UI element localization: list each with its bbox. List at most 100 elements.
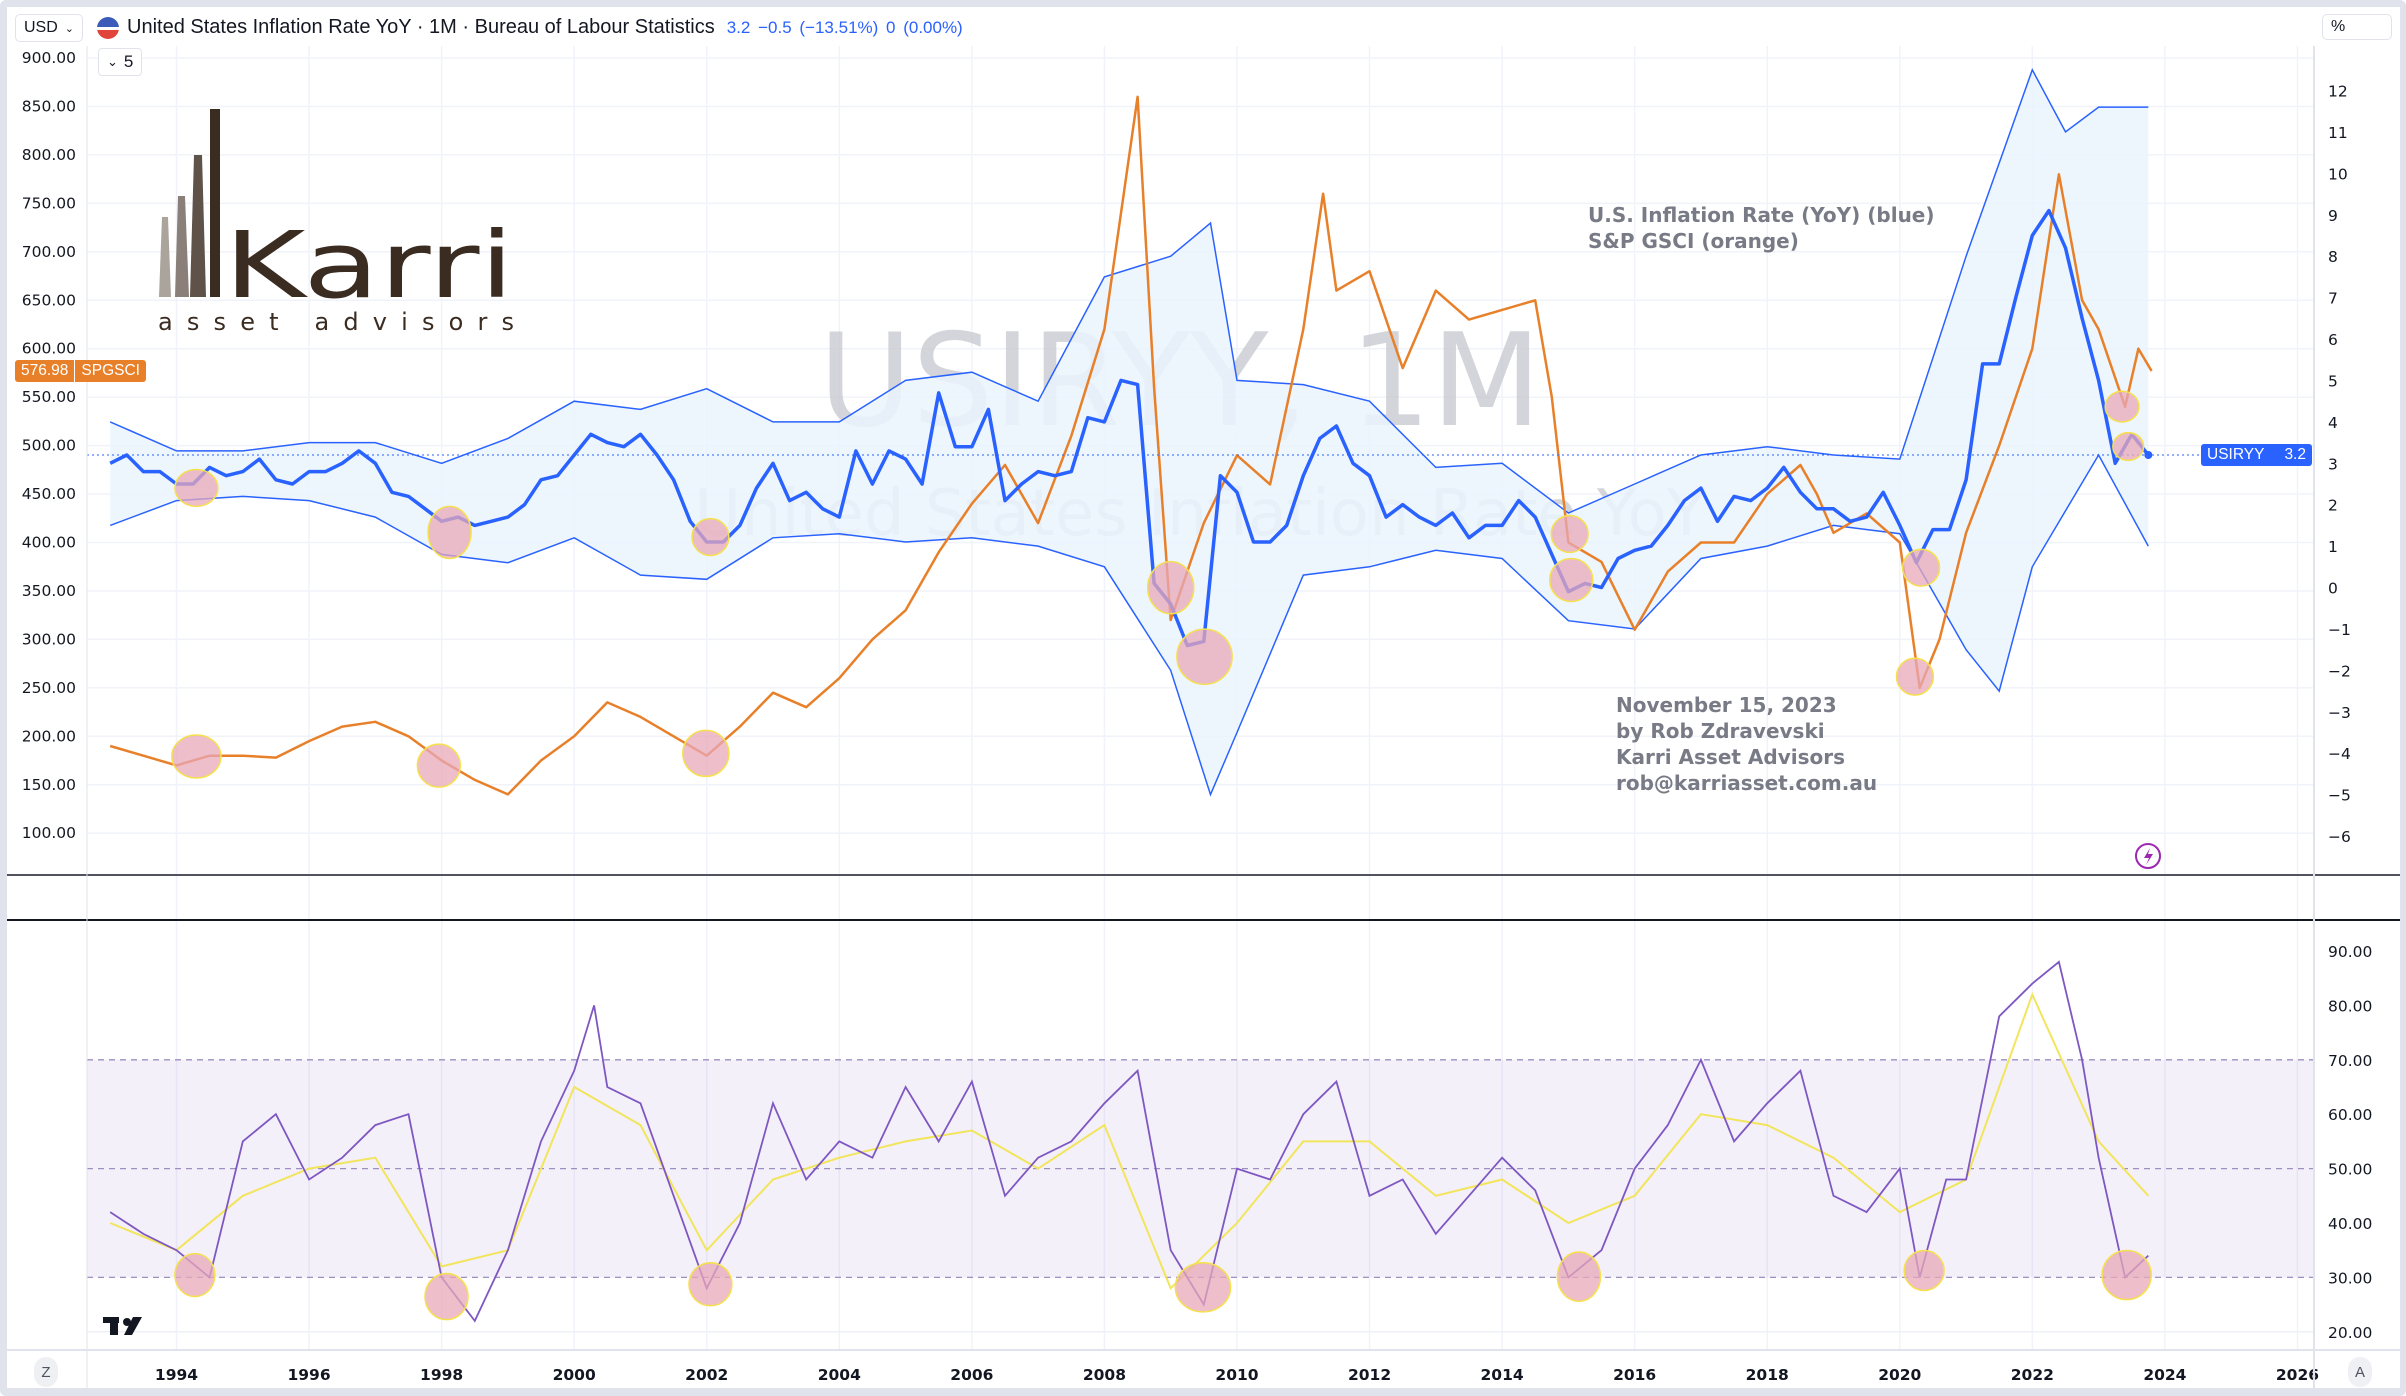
x-tick-label: 2008 xyxy=(1083,1366,1126,1384)
highlight-ellipse xyxy=(174,1252,216,1298)
right-tick-label: 0 xyxy=(2328,580,2338,598)
us-flag-icon xyxy=(97,16,119,39)
credit-note: November 15, 2023 by Rob Zdravevski Karr… xyxy=(1616,693,1877,795)
logo-brand: Karri xyxy=(224,212,514,319)
zoom-label: Z xyxy=(41,1363,51,1381)
right-tick-label: −4 xyxy=(2328,745,2351,763)
x-tick-label: 2012 xyxy=(1348,1366,1391,1384)
collapse-indicators-button[interactable]: ⌄ 5 xyxy=(98,48,143,76)
left-tick-label: 350.00 xyxy=(22,582,76,600)
currency-label: USD xyxy=(24,19,58,36)
x-tick-label: 1996 xyxy=(287,1366,330,1384)
highlight-ellipse xyxy=(174,468,219,508)
rsi-tick-label: 90.00 xyxy=(2328,943,2372,961)
highlight-ellipse xyxy=(2112,431,2145,462)
left-tick-label: 400.00 xyxy=(22,534,76,552)
credit-line: November 15, 2023 xyxy=(1616,693,1837,717)
right-tick-label: −5 xyxy=(2328,787,2351,805)
highlight-ellipse xyxy=(416,743,462,788)
right-tick-label: 7 xyxy=(2328,290,2338,308)
right-tick-label: −1 xyxy=(2328,621,2351,639)
lower-band-line xyxy=(109,453,2149,797)
left-tick-label: 750.00 xyxy=(22,194,76,212)
karri-logo: Karri asset advisors xyxy=(158,109,514,336)
x-tick-label: 1998 xyxy=(420,1366,463,1384)
highlight-ellipse xyxy=(1556,1251,1602,1302)
lightning-alert-icon[interactable] xyxy=(2135,843,2161,869)
right-tick-label: 11 xyxy=(2328,124,2348,142)
chevron-down-icon: ⌄ xyxy=(107,54,118,69)
right-tick-label: 8 xyxy=(2328,248,2338,266)
x-tick-label: 2000 xyxy=(553,1366,596,1384)
x-tick-label: 2026 xyxy=(2276,1366,2319,1384)
series-title: United States Inflation Rate YoY · 1M · … xyxy=(127,16,715,38)
right-tick-label: −3 xyxy=(2328,704,2351,722)
auto-scale-button[interactable]: A xyxy=(2348,1357,2372,1387)
highlight-ellipse xyxy=(1548,557,1594,603)
right-tick-label: 2 xyxy=(2328,497,2338,515)
left-tick-label: 300.00 xyxy=(22,630,76,648)
auto-scale-label: A xyxy=(2354,1363,2365,1381)
usiryy-value: 3.2 xyxy=(2284,446,2306,463)
rsi-tick-label: 20.00 xyxy=(2328,1324,2372,1342)
usiryy-price-tag: USIRYY 3.2 xyxy=(2201,444,2312,466)
right-tick-label: −6 xyxy=(2328,828,2351,846)
x-tick-label: 2006 xyxy=(950,1366,993,1384)
left-tick-label: 200.00 xyxy=(22,727,76,745)
highlight-ellipse xyxy=(2104,390,2140,423)
spgsci-price: 576.98 xyxy=(15,360,75,382)
upper-band-line xyxy=(109,67,2149,514)
x-tick-label: 2004 xyxy=(818,1366,861,1384)
scale-mode-label: % xyxy=(2331,18,2346,35)
left-tick-label: 800.00 xyxy=(22,146,76,164)
left-tick-label: 100.00 xyxy=(22,824,76,842)
highlight-ellipse xyxy=(1174,1262,1232,1313)
highlight-ellipse xyxy=(1176,628,1233,686)
spgsci-label: SPGSCI xyxy=(74,360,146,382)
x-tick-label: 2010 xyxy=(1215,1366,1258,1384)
left-tick-label: 850.00 xyxy=(22,97,76,115)
note-line: U.S. Inflation Rate (YoY) (blue) xyxy=(1588,203,1935,227)
bollinger-band-fill xyxy=(110,69,2149,795)
scale-mode-button[interactable]: % xyxy=(2322,14,2392,40)
highlight-ellipse xyxy=(691,517,730,557)
zoom-button[interactable]: Z xyxy=(34,1357,58,1387)
left-tick-label: 500.00 xyxy=(22,437,76,455)
series-legend[interactable]: United States Inflation Rate YoY · 1M · … xyxy=(97,16,963,39)
x-tick-label: 2022 xyxy=(2011,1366,2054,1384)
right-tick-label: 1 xyxy=(2328,538,2338,556)
tradingview-logo-icon xyxy=(103,1317,142,1335)
left-tick-label: 450.00 xyxy=(22,485,76,503)
left-tick-label: 900.00 xyxy=(22,49,76,67)
note-line: S&P GSCI (orange) xyxy=(1588,229,1799,253)
highlight-ellipse xyxy=(427,505,472,560)
currency-selector[interactable]: USD ⌄ xyxy=(15,14,83,42)
left-tick-label: 150.00 xyxy=(22,776,76,794)
highlight-ellipse xyxy=(1901,548,1941,587)
credit-line: rob@karriasset.com.au xyxy=(1616,771,1877,795)
left-tick-label: 700.00 xyxy=(22,243,76,261)
series-legend-note: U.S. Inflation Rate (YoY) (blue) S&P GSC… xyxy=(1588,203,1935,253)
right-tick-label: 3 xyxy=(2328,455,2338,473)
axes: 1994 1996 1998 2000 2002 2004 2006 2008 2010 2012… xyxy=(22,49,2373,1384)
x-tick-label: 2016 xyxy=(1613,1366,1656,1384)
rsi-pane xyxy=(87,960,2314,1333)
x-tick-label: 2020 xyxy=(1878,1366,1921,1384)
highlight-ellipse xyxy=(171,734,222,779)
highlight-ellipse xyxy=(1895,657,1935,696)
highlight-ellipse xyxy=(682,729,730,778)
series-values: 3.2 −0.5 (−13.51%) 0 (0.00%) xyxy=(726,17,963,37)
rsi-tick-label: 40.00 xyxy=(2328,1215,2372,1233)
x-tick-label: 1994 xyxy=(155,1366,198,1384)
left-tick-label: 650.00 xyxy=(22,291,76,309)
highlight-ellipse xyxy=(2101,1249,2152,1301)
highlight-ellipse xyxy=(424,1272,469,1321)
right-tick-label: −2 xyxy=(2328,662,2351,680)
highlight-ellipse xyxy=(1550,514,1589,554)
right-tick-label: 12 xyxy=(2328,83,2348,101)
left-tick-label: 250.00 xyxy=(22,679,76,697)
right-tick-label: 4 xyxy=(2328,414,2338,432)
x-tick-label: 2014 xyxy=(1481,1366,1524,1384)
x-tick-label: 2024 xyxy=(2143,1366,2186,1384)
